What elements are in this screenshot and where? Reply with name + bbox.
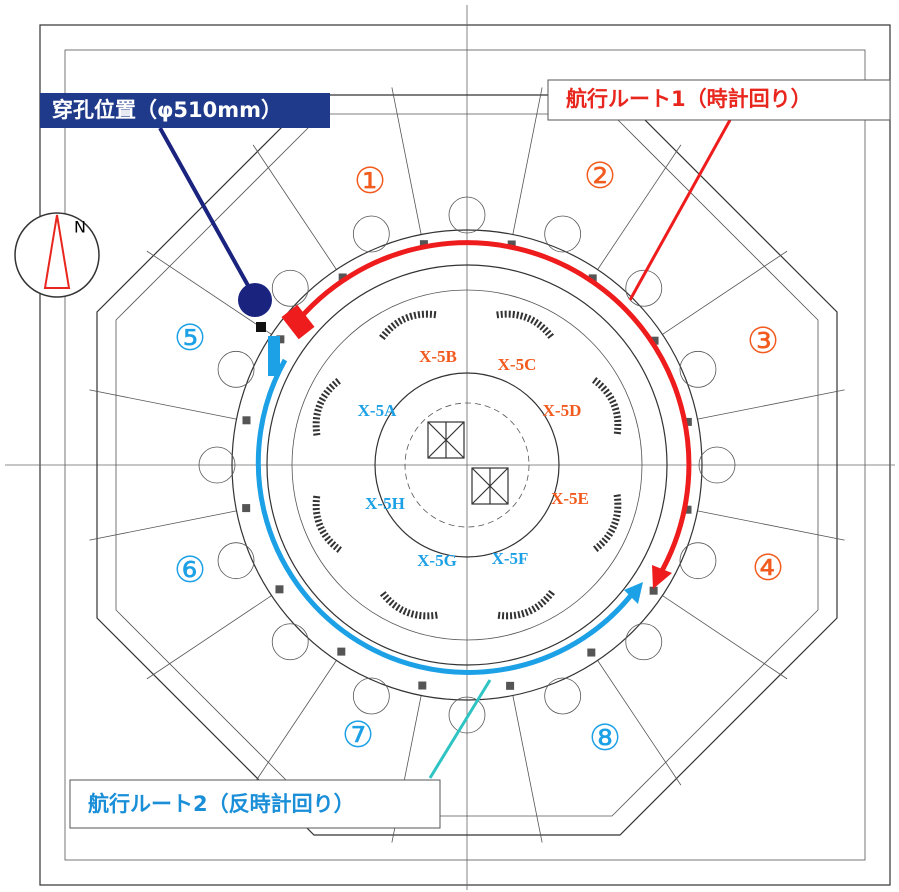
lobe [218,543,254,579]
penetration-label: X-5D [543,401,582,420]
sector-number: ⑥ [174,550,206,591]
lobe [545,678,581,714]
radial-line [662,596,787,679]
penetration-gear [497,314,552,338]
bracket [275,585,283,593]
bracket [506,682,514,690]
lobe [353,216,389,252]
frame [40,25,890,885]
lobe [680,543,716,579]
bracket [587,649,595,657]
radial-line [697,390,844,419]
compass [15,213,99,297]
sector-number: ③ [747,321,779,362]
penetration-gear [594,495,618,550]
radial-line [513,87,542,234]
lobe [272,624,308,660]
penetration-gear [382,592,437,616]
diagram: ① ② ③ ④ ⑤ ⑥ ⑦ ⑧ X-5A X-5B X-5C X-5D X-5E… [0,0,899,892]
lobe [626,624,662,660]
penetration-label: X-5A [358,401,397,420]
penetration-label: X-5C [498,355,537,374]
penetration-label: X-5E [551,489,589,508]
drill-point [238,283,272,317]
lobe [680,351,716,387]
penetration-gear [316,495,340,550]
lobe [545,216,581,252]
drill-callout: 穿孔位置（φ510mm） [52,98,282,122]
bracket [337,648,345,656]
compass-label: N [74,218,86,237]
drill-leader [160,128,255,298]
sector-number: ⑦ [342,715,374,756]
radial-line [89,390,236,419]
penetration-label: X-5B [419,347,457,366]
bracket [242,504,250,512]
route2-start [268,336,280,376]
route1-callout: 航行ルート1（時計回り） [566,87,812,111]
radial-line [89,511,236,540]
penetration-label: X-5G [417,551,457,570]
penetration-gear [316,380,340,435]
sector-number: ② [584,156,616,197]
penetration-gear [594,380,618,435]
lobe [353,678,389,714]
sector-number: ⑧ [589,718,621,759]
radial-line [253,660,336,785]
radial-line [392,87,421,234]
bracket [418,682,426,690]
lobe [272,270,308,306]
route2-callout: 航行ルート2（反時計回り） [88,792,355,816]
radial-line [147,596,272,679]
penetration-gear [382,314,437,338]
lobe [218,351,254,387]
route1-path [292,243,689,576]
sector-number: ① [354,161,386,202]
drill-marker [256,322,266,332]
sector-number: ⑤ [174,318,206,359]
sector-number: ④ [752,548,784,589]
route2-leader [430,680,490,778]
penetration-label: X-5H [365,494,405,513]
bracket [242,416,250,424]
center-boxes [428,422,508,504]
penetration-label: X-5F [492,549,529,568]
radial-line [253,145,336,270]
penetration-gear [497,592,552,616]
radial-line [697,511,844,540]
radial-line [513,695,542,842]
